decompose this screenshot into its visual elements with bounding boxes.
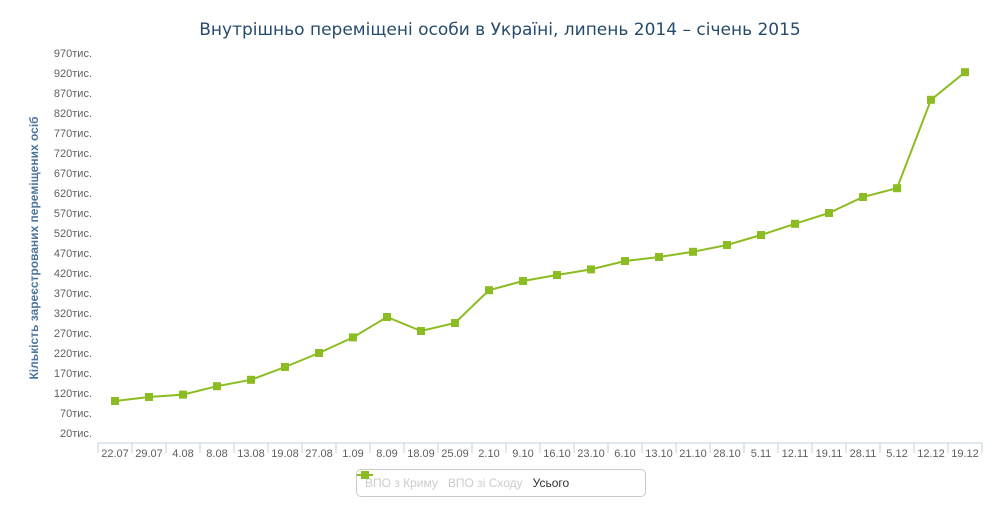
data-point (553, 271, 561, 279)
x-tick-label: 16.10 (543, 448, 571, 460)
y-tick-label: 370тис. (54, 288, 92, 300)
x-tick-label: 6.10 (614, 448, 635, 460)
legend-label: ВПО зі Сходу (447, 476, 523, 490)
data-point (111, 397, 119, 405)
data-point (655, 253, 663, 261)
chart-title: Внутрішньо переміщені особи в Україні, л… (199, 20, 801, 40)
data-point (213, 382, 221, 391)
y-tick-label: 320тис. (54, 308, 92, 320)
square-marker-icon (357, 471, 373, 479)
y-tick-label: 270тис. (54, 328, 92, 340)
x-tick-label: 1.09 (342, 448, 363, 460)
legend-item[interactable]: Усього (357, 471, 570, 490)
data-point (451, 319, 459, 327)
data-point (859, 193, 867, 201)
data-point (519, 277, 527, 285)
x-tick-label: 5.11 (751, 448, 772, 460)
data-point (791, 219, 799, 228)
y-tick-label: 870тис. (54, 88, 92, 100)
data-point (145, 393, 153, 401)
data-point (417, 327, 425, 335)
legend-item[interactable]: ВПО з Криму (357, 471, 438, 490)
y-tick-label: 20тис. (60, 428, 92, 440)
data-point (587, 265, 595, 274)
y-tick-label: 70тис. (60, 408, 92, 420)
data-point (893, 184, 901, 193)
data-point (757, 231, 765, 239)
x-tick-label: 23.10 (577, 448, 605, 460)
y-tick-label: 920тис. (54, 68, 92, 80)
y-tick-label: 420тис. (54, 268, 92, 280)
y-tick-label: 720тис. (54, 148, 92, 160)
y-tick-label: 220тис. (54, 348, 92, 360)
x-tick-label: 18.09 (407, 448, 435, 460)
data-point (383, 313, 391, 321)
y-tick-label: 470тис. (54, 248, 92, 260)
x-tick-label: 19.11 (816, 448, 843, 460)
y-tick-label: 670тис. (54, 168, 92, 180)
x-tick-label: 12.12 (917, 448, 945, 460)
x-tick-label: 28.10 (713, 448, 741, 460)
x-tick-label: 5.12 (886, 448, 907, 460)
x-tick-label: 22.07 (101, 448, 129, 460)
legend-item[interactable]: ВПО зі Сходу (357, 471, 523, 490)
data-point (927, 95, 935, 104)
chart-legend: ВПО з Криму ВПО зі Сходу Усього (356, 469, 646, 497)
y-tick-label: 620тис. (54, 188, 92, 200)
legend-label: ВПО з Криму (365, 476, 438, 490)
data-point (315, 349, 323, 357)
legend-label: Усього (532, 476, 570, 490)
data-point (723, 241, 731, 249)
x-tick-label: 28.11 (850, 448, 877, 460)
y-tick-label: 120тис. (54, 388, 92, 400)
data-point (689, 247, 697, 256)
y-tick-label: 820тис. (54, 108, 92, 120)
series-line-0 (114, 71, 966, 402)
data-point (825, 209, 833, 217)
data-point (621, 257, 629, 265)
x-tick-label: 8.08 (206, 448, 227, 460)
x-tick-label: 12.11 (782, 448, 809, 460)
x-tick-label: 8.09 (376, 448, 397, 460)
data-point (247, 375, 255, 384)
y-tick-label: 570тис. (54, 208, 92, 220)
x-tick-label: 2.10 (478, 448, 499, 460)
data-point (281, 363, 289, 371)
y-tick-label: 170тис. (54, 368, 92, 380)
data-point (349, 333, 357, 342)
data-point (179, 390, 187, 399)
x-tick-label: 21.10 (679, 448, 707, 460)
x-tick-label: 13.08 (237, 448, 265, 460)
x-tick-label: 4.08 (172, 448, 193, 460)
x-tick-label: 27.08 (305, 448, 333, 460)
data-point (485, 286, 493, 295)
x-tick-label: 25.09 (441, 448, 469, 460)
x-tick-label: 19.08 (271, 448, 299, 460)
y-tick-label: 520тис. (54, 228, 92, 240)
y-tick-label: 970тис. (54, 48, 92, 60)
x-tick-label: 9.10 (512, 448, 533, 460)
y-tick-label: 770тис. (54, 128, 92, 140)
data-point (961, 68, 969, 77)
y-axis-title: Кількість зареєстрованих переміщених осі… (27, 116, 41, 379)
x-tick-label: 13.10 (645, 448, 673, 460)
x-tick-label: 29.07 (135, 448, 163, 460)
x-tick-label: 19.12 (951, 448, 979, 460)
